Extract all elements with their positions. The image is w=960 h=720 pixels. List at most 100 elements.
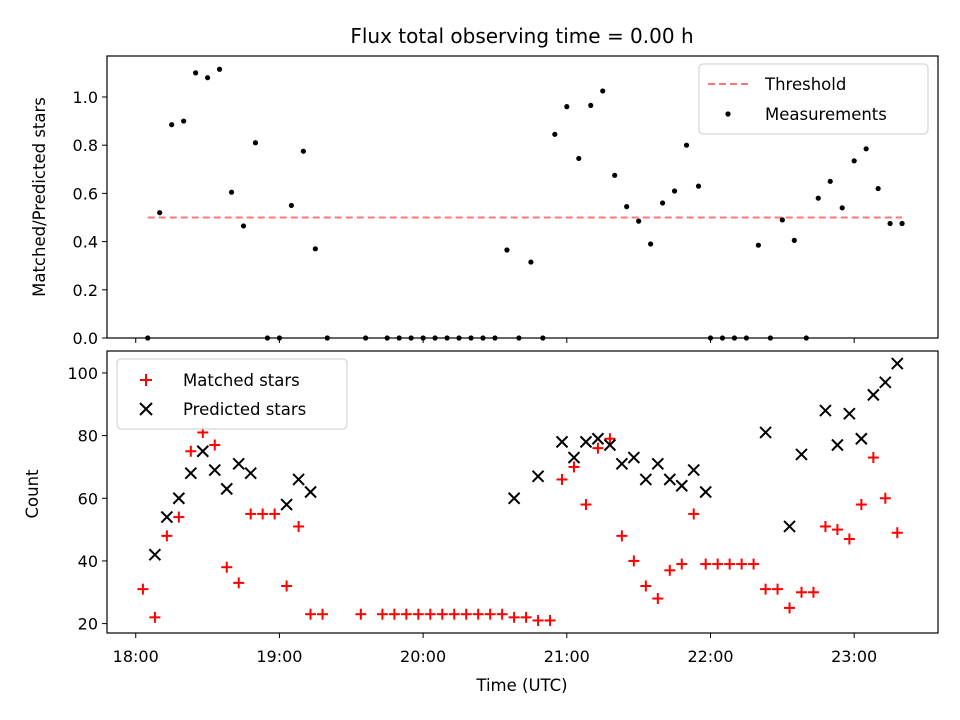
matched-star-point: [700, 558, 712, 570]
measurement-point: [779, 217, 785, 223]
matched-star-point: [556, 473, 568, 485]
matched-star-point: [355, 608, 367, 620]
measurement-point: [863, 146, 869, 152]
measurement-point: [636, 218, 642, 224]
matched-star-point: [317, 608, 329, 620]
matched-star-point: [460, 608, 472, 620]
measurement-point: [839, 205, 845, 211]
predicted-star-point: [879, 376, 892, 389]
predicted-star-point: [280, 498, 293, 511]
predicted-star-point: [172, 492, 186, 505]
matched-star-point: [233, 577, 245, 589]
matched-star-point: [532, 614, 544, 626]
bottom-panel: Count Time (UTC) 20 40 60 80 100 18:00 19:00 2…: [23, 350, 939, 695]
predicted-star-point: [196, 445, 209, 458]
measurement-point: [300, 148, 306, 154]
y-tick-label: 0.2: [73, 281, 98, 300]
predicted-star-point: [627, 451, 641, 464]
bottom-y-ticks: 20 40 60 80 100: [67, 364, 107, 634]
measurement-point: [552, 131, 558, 137]
matched-star-point: [245, 508, 257, 520]
predicted-star-point: [579, 435, 593, 449]
predicted-star-point: [663, 473, 676, 486]
matched-star-point: [664, 564, 676, 576]
matched-star-point: [436, 608, 448, 620]
matched-star-point: [544, 614, 556, 626]
predicted-star-point: [843, 407, 856, 420]
predicted-star-point: [651, 457, 665, 471]
predicted-star-point: [687, 463, 700, 477]
measurements-legend-swatch: [725, 111, 731, 117]
measurement-point: [827, 178, 833, 184]
matched-star-point: [592, 442, 604, 454]
predicted-star-point: [615, 457, 629, 471]
measurement-point: [288, 202, 295, 209]
predicted-star-point: [208, 463, 221, 477]
matched-star-point: [484, 608, 496, 620]
measurement-point: [612, 172, 618, 178]
matched-star-point: [604, 433, 616, 445]
matched-star-point: [688, 508, 700, 520]
x-tick-label: 22:00: [687, 647, 733, 666]
matched-star-point: [508, 611, 520, 623]
y-tick-label: 0.6: [73, 184, 98, 203]
measurement-point: [216, 66, 223, 72]
predicted-legend-label: Predicted stars: [183, 400, 306, 419]
measurement-point: [659, 200, 666, 206]
measurement-point: [791, 237, 797, 243]
measurement-point: [899, 220, 905, 227]
matched-star-point: [388, 608, 400, 620]
measurement-point: [240, 223, 247, 229]
matched-star-point: [137, 583, 149, 595]
matched-star-point: [795, 586, 807, 598]
top-plot-frame: [106, 55, 939, 339]
top-panel: Flux total observing time = 0.00 h Match…: [30, 24, 939, 348]
matched-star-point: [221, 561, 233, 573]
y-tick-label: 100: [67, 364, 98, 383]
matched-star-point: [736, 558, 748, 570]
matched-star-point: [257, 508, 269, 520]
matched-star-point: [712, 558, 724, 570]
predicted-star-point: [891, 357, 904, 370]
measurement-point: [181, 118, 187, 124]
measurement-point: [851, 158, 857, 164]
measurement-point: [875, 185, 881, 192]
x-tick-label: 23:00: [831, 647, 877, 666]
predicted-star-point: [292, 473, 305, 486]
measurement-point: [624, 204, 630, 210]
predicted-star-point: [855, 432, 868, 445]
predicted-star-point: [759, 426, 772, 439]
measurement-point: [600, 88, 606, 94]
matched-star-point: [185, 445, 197, 457]
bottom-y-axis-label: Count: [23, 469, 42, 519]
predicted-star-point: [603, 438, 617, 452]
matched-star-point: [472, 608, 484, 620]
y-tick-label: 0.8: [73, 136, 98, 155]
matched-stars-points: [137, 426, 903, 626]
measurement-point: [755, 242, 761, 248]
y-tick-label: 80: [78, 427, 98, 446]
matched-star-point: [520, 611, 532, 623]
matched-star-point: [580, 499, 592, 511]
matched-star-point: [149, 611, 161, 623]
matched-star-point: [819, 520, 831, 532]
measurement-point: [564, 104, 570, 110]
matched-star-point: [269, 508, 281, 520]
y-tick-label: 1.0: [73, 88, 98, 107]
bottom-legend-box: [116, 358, 348, 430]
matched-legend-label: Matched stars: [183, 371, 300, 390]
measurement-point: [312, 246, 318, 252]
predicted-star-point: [783, 520, 796, 533]
matched-star-point: [807, 586, 819, 598]
y-tick-label: 20: [78, 615, 98, 634]
measurement-point: [193, 70, 199, 76]
top-y-ticks: 0.0 0.2 0.4 0.6 0.8 1.0: [73, 88, 107, 348]
matched-star-point: [496, 608, 508, 620]
matched-star-point: [173, 511, 185, 523]
x-axis-label: Time (UTC): [475, 676, 567, 695]
matched-star-point: [879, 492, 891, 504]
x-tick-label: 20:00: [400, 647, 446, 666]
matched-star-point: [400, 608, 412, 620]
predicted-star-point: [867, 388, 880, 402]
